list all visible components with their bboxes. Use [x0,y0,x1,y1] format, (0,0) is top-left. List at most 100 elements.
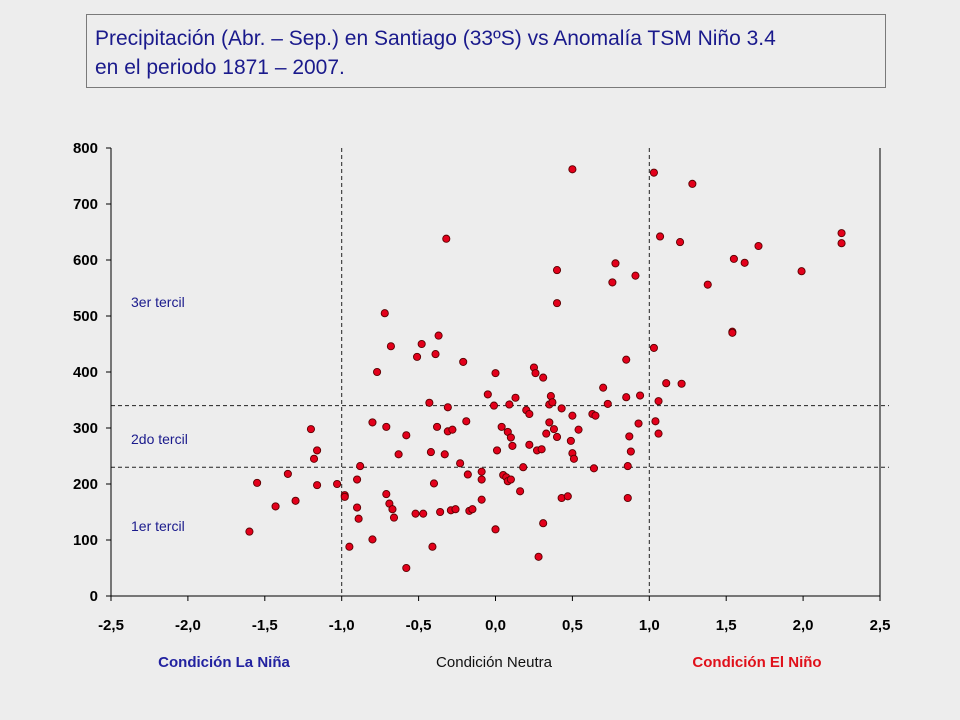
data-point [483,390,492,399]
data-point [468,505,477,514]
data-point [333,479,342,489]
data-point [676,238,685,247]
data-point [623,493,632,503]
data-point [477,467,486,476]
y-tick-label: 700 [73,196,98,213]
data-point [837,239,846,248]
data-point [386,342,395,351]
data-point [442,234,451,243]
data-point [563,492,572,501]
data-point [411,509,420,518]
x-tick-label: 2,0 [793,617,814,634]
data-points [245,165,846,573]
data-point [402,431,411,440]
data-point [603,399,612,408]
y-tick-label: 800 [73,140,98,157]
data-point [497,422,506,431]
data-point [589,464,598,473]
data-point [729,254,738,263]
x-axis-tick-labels: -2,5 -2,0 -1,5 -1,0 -0,5 0,0 0,5 1,0 1,5 2,0 2,5 [98,617,890,634]
tercile-label: 3er tercil [131,294,185,310]
tercile-labels: 3er tercil 2do tercil 1er tercil [131,294,188,534]
data-point [353,503,362,512]
data-point [566,436,575,445]
data-point [656,232,665,241]
data-point [309,454,319,463]
data-point [537,445,546,454]
data-point [552,299,562,308]
data-point [545,418,554,427]
data-point [511,393,520,402]
data-point [368,418,377,427]
data-point [419,509,428,518]
data-point [677,379,686,388]
data-point [634,419,643,428]
data-point [754,241,763,251]
chart-title: Precipitación (Abr. – Sep.) en Santiago … [86,14,886,88]
data-point [568,165,577,174]
data-point [837,229,846,238]
data-point [448,425,457,434]
data-point [525,440,534,449]
data-point [569,454,578,463]
data-point [306,425,315,434]
data-point [354,514,363,523]
condition-label-neutral: Condición Neutra [436,654,553,671]
data-point [380,309,389,318]
data-point [389,513,399,522]
condition-labels: Condición La Niña Condición Neutra Condici… [158,654,821,671]
data-point [625,432,634,441]
data-point [728,328,737,337]
data-point [599,383,608,392]
data-point [451,505,460,514]
data-point [443,403,452,412]
data-point [534,552,543,561]
data-point [703,280,712,289]
data-point [740,258,749,267]
data-point [568,411,577,420]
chart-title-line-2: en el periodo 1871 – 2007. [95,56,345,79]
data-point [489,401,499,410]
x-tick-label: -1,0 [329,617,355,634]
data-point [413,352,422,361]
x-tick-label: -2,0 [175,617,201,634]
x-tick-label: -1,5 [252,617,278,634]
data-point [608,278,617,287]
chart-title-line-1: Precipitación (Abr. – Sep.) en Santiago … [95,27,776,50]
data-point [525,409,534,419]
data-point [283,469,292,478]
tercile-label: 2do tercil [131,431,188,447]
x-tick-label: 1,0 [639,617,660,634]
data-point [688,179,697,188]
y-tick-label: 0 [90,588,98,605]
data-point [574,425,583,434]
data-point [353,475,362,484]
data-point [425,398,434,407]
data-point [245,527,254,536]
y-tick-label: 400 [73,364,98,381]
y-tick-label: 200 [73,476,98,493]
reference-lines [111,148,889,596]
data-point [382,490,391,499]
data-point [456,459,465,468]
y-tick-label: 100 [73,532,98,549]
data-point [519,463,528,472]
data-point [506,475,515,484]
data-point [402,563,411,573]
data-point [428,542,437,551]
data-point [506,433,515,442]
data-point [440,450,449,459]
data-point [531,369,540,378]
tercile-label: 1er tercil [131,518,185,534]
x-tick-label: 2,5 [870,617,891,634]
data-point [253,478,262,487]
data-point [429,479,439,488]
data-point [271,502,280,511]
data-point [649,168,658,177]
data-point [463,470,472,479]
data-point [542,429,551,438]
data-point [313,446,322,455]
data-point [426,448,435,457]
data-point [382,422,391,431]
